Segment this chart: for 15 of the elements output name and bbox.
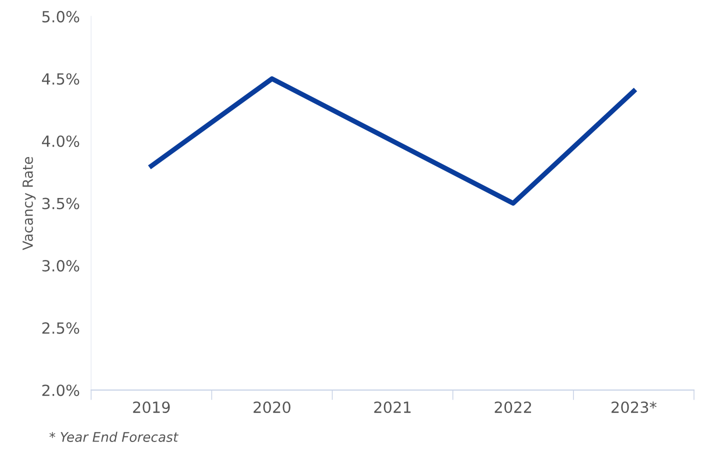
x-tick-label: 2021 xyxy=(374,401,411,414)
y-tick-label: 3.0% xyxy=(42,260,80,272)
x-tick-label: 2023* xyxy=(612,401,657,414)
y-tick-label: 3.5% xyxy=(42,198,80,210)
x-tick-label: 2020 xyxy=(254,401,290,414)
y-tick-label: 4.0% xyxy=(42,135,80,148)
x-tick-label: 2019 xyxy=(133,401,170,414)
text: * Year End Forecast xyxy=(49,432,179,442)
y-tick-label: 5.0% xyxy=(42,10,80,22)
y-tick-label: 4.5% xyxy=(42,73,80,85)
x-tick-label: 2022 xyxy=(494,401,532,414)
y-tick-label: 2.0% xyxy=(42,384,80,396)
y-tick-label: 2.5% xyxy=(42,322,80,334)
y-axis-title: Vacancy Rate xyxy=(22,157,36,250)
line-series xyxy=(148,76,636,206)
